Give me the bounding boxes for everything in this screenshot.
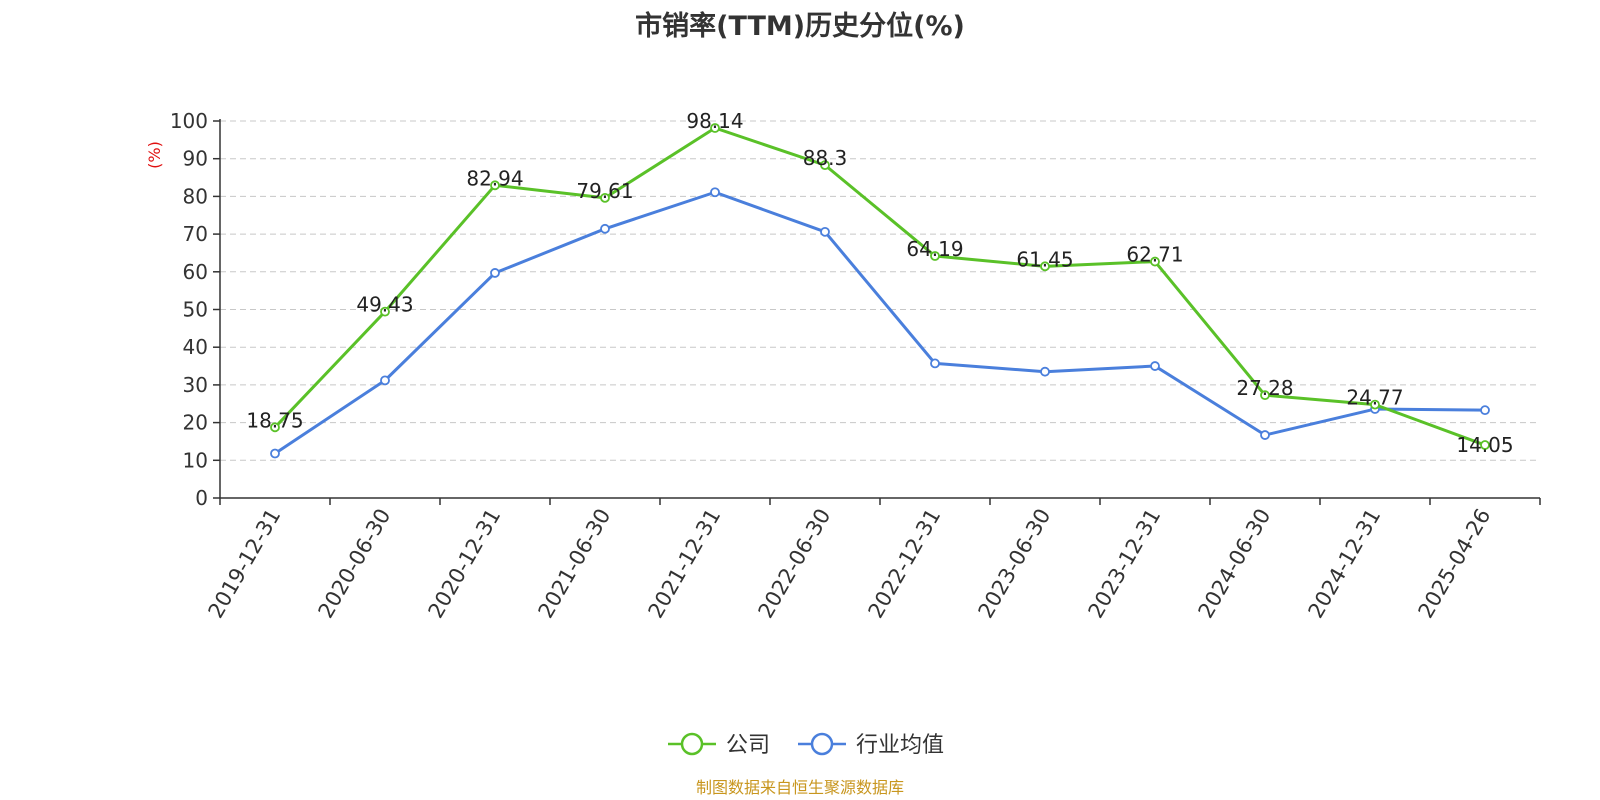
data-point <box>820 226 830 237</box>
data-point <box>1260 430 1270 440</box>
y-tick-label: 100 <box>170 109 208 133</box>
data-point <box>380 306 390 317</box>
data-label: 79.61 <box>576 179 633 203</box>
data-point <box>710 187 720 198</box>
data-point <box>1150 256 1160 267</box>
data-point <box>600 223 610 234</box>
data-point <box>820 160 830 171</box>
data-point <box>1370 399 1380 410</box>
data-point <box>930 358 940 369</box>
y-axis-label: (%) <box>145 141 164 169</box>
data-label: 61.45 <box>1016 247 1073 271</box>
x-tick-label: 2024-12-31 <box>1304 505 1386 623</box>
chart-title: 市销率(TTM)历史分位(%) <box>635 11 965 42</box>
series-line <box>273 126 1486 447</box>
legend-item-1[interactable]: 行业均值 <box>798 732 944 758</box>
y-tick-label: 90 <box>183 147 208 171</box>
data-label: 82.94 <box>466 166 523 190</box>
x-tick-label: 2023-06-30 <box>974 505 1056 623</box>
y-tick-label: 0 <box>195 486 208 510</box>
x-tick-label: 2020-12-31 <box>424 505 506 623</box>
y-tick-label: 20 <box>183 411 208 435</box>
x-tick-label: 2019-12-31 <box>204 505 286 623</box>
legend-label: 公司 <box>726 733 770 758</box>
legend-item-0[interactable]: 公司 <box>668 732 770 758</box>
y-tick-label: 60 <box>183 260 208 284</box>
data-point <box>930 251 940 261</box>
series-line <box>274 190 1486 455</box>
y-tick-label: 40 <box>183 335 208 359</box>
x-tick-label: 2023-12-31 <box>1084 505 1166 623</box>
source-note: 制图数据来自恒生聚源数据库 <box>695 778 904 797</box>
x-tick-label: 2024-06-30 <box>1194 505 1276 623</box>
data-point <box>710 123 720 133</box>
x-tick-label: 2022-12-31 <box>864 505 946 623</box>
data-point <box>1150 361 1160 371</box>
y-tick-label: 50 <box>183 298 208 322</box>
x-tick-label: 2021-06-30 <box>534 505 616 623</box>
data-point <box>1040 261 1050 272</box>
data-point <box>270 448 280 459</box>
data-label: 88.3 <box>803 146 848 170</box>
y-tick-label: 70 <box>183 222 208 246</box>
legend-label: 行业均值 <box>856 733 944 758</box>
data-point <box>380 375 390 386</box>
data-point <box>490 180 500 191</box>
data-label: 27.28 <box>1236 376 1293 400</box>
data-label: 49.43 <box>356 293 413 317</box>
y-tick-label: 10 <box>183 448 208 472</box>
data-label: 98.14 <box>686 109 743 133</box>
data-label: 14.05 <box>1456 433 1513 457</box>
x-tick-label: 2020-06-30 <box>314 505 396 623</box>
data-point <box>1260 390 1270 401</box>
data-label: 18.75 <box>246 408 303 432</box>
x-tick-label: 2025-04-26 <box>1414 505 1496 623</box>
data-labels: 18.75 49.43 82.94 79.61 98.14 88.3 64.19 61.45 6… <box>246 109 1513 457</box>
data-point <box>600 192 610 203</box>
data-point <box>1480 405 1490 416</box>
series <box>270 123 1490 459</box>
x-tick-label: 2021-12-31 <box>644 505 726 623</box>
y-tick-label: 30 <box>183 373 208 397</box>
data-label: 62.71 <box>1126 243 1183 267</box>
data-point <box>1040 366 1050 377</box>
data-label: 24.77 <box>1346 386 1403 410</box>
legend-marker <box>810 732 834 756</box>
legend-marker <box>680 732 704 756</box>
data-point <box>490 268 500 278</box>
data-label: 64.19 <box>906 237 963 261</box>
grid <box>220 120 1540 461</box>
legend[interactable]: 公司 行业均值 <box>668 732 944 758</box>
data-point <box>1480 440 1490 450</box>
x-tick-label: 2022-06-30 <box>754 505 836 623</box>
y-tick-label: 80 <box>183 184 208 208</box>
axes: 0 10 20 30 40 50 60 70 80 90 100 2019-12-31 2020-06-… <box>170 109 1541 623</box>
data-point <box>270 422 280 433</box>
